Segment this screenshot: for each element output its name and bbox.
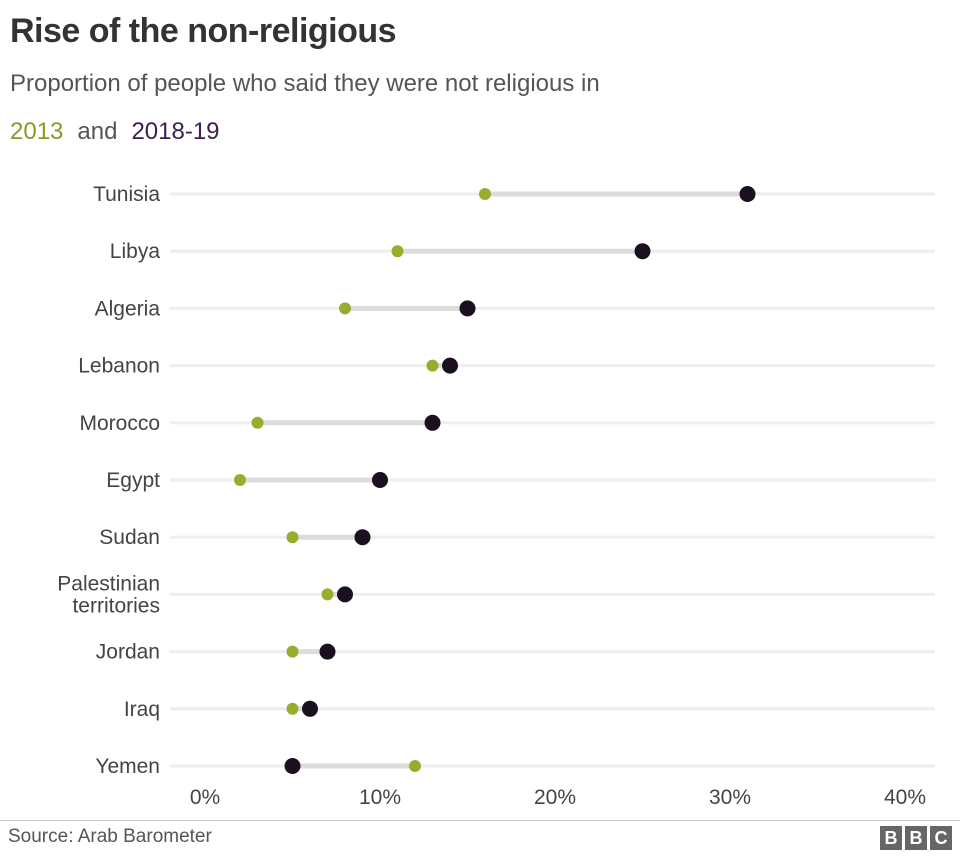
country-label: Jordan bbox=[96, 641, 160, 664]
point-2018 bbox=[372, 472, 388, 488]
country-label: Palestinian bbox=[57, 572, 160, 595]
country-label: Libya bbox=[110, 240, 161, 263]
point-2013 bbox=[286, 645, 299, 658]
point-2018 bbox=[354, 529, 371, 546]
country-label: Algeria bbox=[95, 297, 161, 320]
country-label: Yemen bbox=[95, 755, 160, 778]
country-label: Lebanon bbox=[78, 355, 160, 378]
point-2018 bbox=[442, 357, 458, 374]
point-2013 bbox=[479, 188, 491, 200]
point-2018 bbox=[302, 700, 318, 717]
logo-letter: B bbox=[880, 826, 902, 850]
country-label: Sudan bbox=[99, 526, 160, 549]
chart-subtitle: Proportion of people who said they were … bbox=[10, 70, 600, 97]
country-label: territories bbox=[72, 594, 160, 617]
country-label: Egypt bbox=[106, 469, 160, 492]
point-2018 bbox=[337, 586, 353, 603]
point-2018 bbox=[284, 758, 301, 774]
chart-title: Rise of the non-religious bbox=[10, 12, 397, 50]
point-2013 bbox=[286, 531, 299, 544]
point-2013 bbox=[426, 359, 439, 372]
point-2018 bbox=[634, 243, 651, 260]
legend-and: and bbox=[77, 118, 118, 145]
point-2013 bbox=[234, 474, 246, 486]
country-label: Iraq bbox=[124, 698, 160, 721]
point-2018 bbox=[739, 186, 756, 202]
point-2013 bbox=[286, 702, 299, 715]
point-2013 bbox=[391, 245, 404, 258]
point-2013 bbox=[321, 588, 334, 601]
bbc-logo: B B C bbox=[880, 826, 952, 850]
point-2018 bbox=[319, 643, 336, 660]
x-tick-label: 0% bbox=[190, 786, 220, 809]
x-tick-label: 40% bbox=[884, 786, 926, 809]
logo-letter: B bbox=[905, 826, 927, 850]
country-label: Morocco bbox=[79, 412, 160, 435]
logo-letter: C bbox=[930, 826, 952, 850]
country-label: Tunisia bbox=[93, 183, 160, 206]
point-2018 bbox=[459, 300, 476, 317]
legend-2018: 2018-19 bbox=[131, 118, 220, 145]
x-tick-label: 20% bbox=[534, 786, 576, 809]
point-2013 bbox=[339, 302, 351, 315]
dumbbell-chart: Tunisia Libya Algeria Lebanon Morocco Egypt Su… bbox=[57, 183, 935, 809]
source-note: Source: Arab Barometer bbox=[8, 826, 212, 847]
legend-2013: 2013 bbox=[10, 118, 64, 145]
x-tick-label: 30% bbox=[709, 786, 751, 809]
point-2013 bbox=[409, 760, 421, 772]
footer-divider bbox=[0, 820, 960, 821]
legend: 2013 and 2018-19 bbox=[10, 118, 220, 146]
point-2018 bbox=[424, 414, 441, 431]
point-2013 bbox=[251, 416, 264, 429]
x-tick-label: 10% bbox=[359, 786, 401, 809]
